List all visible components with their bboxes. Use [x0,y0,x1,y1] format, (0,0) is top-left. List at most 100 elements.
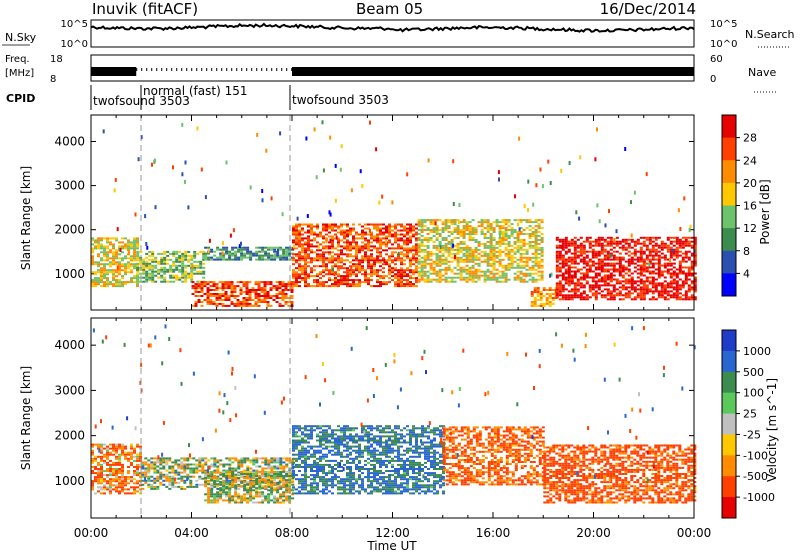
data-cell [693,238,697,241]
data-cell [639,256,643,259]
data-cell [648,242,652,245]
data-cell [213,463,217,466]
data-cell [639,294,643,297]
data-cell [227,281,231,284]
data-cell [367,249,370,252]
data-cell [231,246,235,249]
data-cell [181,258,185,261]
data-cell [133,249,136,252]
data-cell [639,242,643,245]
data-cell [200,283,204,286]
data-cell [558,270,562,273]
data-cell [236,302,240,305]
data-cell [603,294,607,297]
data-cell [498,274,502,277]
data-cell [331,255,334,258]
data-cell [651,244,655,247]
data-cell [97,490,100,493]
data-cell [420,242,424,245]
data-cell [603,288,607,291]
data-cell [594,290,598,293]
data-cell [636,258,640,261]
data-cell [325,239,328,244]
data-cell [171,481,175,484]
data-cell [465,223,469,226]
data-cell [624,280,628,283]
data-cell [292,227,295,230]
data-cell [432,241,436,243]
data-cell [355,269,358,272]
data-cell [231,254,235,257]
data-cell [115,461,118,464]
data-cell [221,299,225,301]
data-cell [501,242,505,245]
data-cell [94,478,97,481]
data-cell [388,233,391,236]
data-cell [130,445,133,448]
data-cell [106,263,109,266]
data-cell [184,274,188,277]
data-cell [136,455,139,458]
data-cell [561,240,565,243]
data-cell [171,483,175,486]
data-cell [417,242,421,245]
data-cell [533,304,537,307]
data-cell [307,243,310,246]
data-cell [222,473,226,475]
data-cell [406,243,409,246]
data-cell [190,256,194,259]
data-cell [298,233,301,236]
data-cell [166,280,170,283]
data-cell [130,447,133,450]
data-cell [159,459,163,462]
data-cell [477,278,481,281]
data-cell [133,451,136,454]
data-cell [328,279,331,282]
data-cell [121,474,124,477]
data-cell [510,250,514,253]
data-cell [266,293,270,295]
data-cell [675,290,679,293]
data-cell [219,258,223,261]
data-cell [406,269,409,272]
data-cell [145,264,149,267]
data-cell [192,475,196,478]
data-cell [322,261,325,264]
data-cell [198,465,202,468]
data-cell [492,256,496,259]
data-cell [409,227,412,230]
data-cell [225,248,229,251]
data-cell [103,492,106,495]
data-cell [190,276,194,279]
data-cell [124,478,127,481]
data-cell [258,465,262,468]
data-cell [189,485,193,488]
data-cell [588,242,592,245]
data-cell [474,248,478,251]
data-cell [304,255,307,258]
data-cell [94,247,97,250]
data-cell [588,288,592,291]
data-cell [100,277,103,280]
data-cell [642,244,646,247]
data-cell [441,262,445,265]
data-cell [292,229,295,232]
data-cell [200,281,204,284]
data-cell [301,243,304,246]
data-cell [576,268,580,271]
data-cell [504,274,508,277]
data-cell [355,241,358,244]
data-cell [453,252,457,255]
data-cell [246,487,250,490]
data-cell [687,258,691,261]
data-cell [385,237,388,240]
data-cell [406,247,409,250]
data-cell [636,276,640,279]
data-cell [376,271,379,274]
data-cell [213,481,217,484]
data-cell [492,276,496,279]
data-cell [316,283,319,286]
data-cell [397,237,400,240]
data-cell [453,258,457,261]
data-cell [456,262,460,265]
